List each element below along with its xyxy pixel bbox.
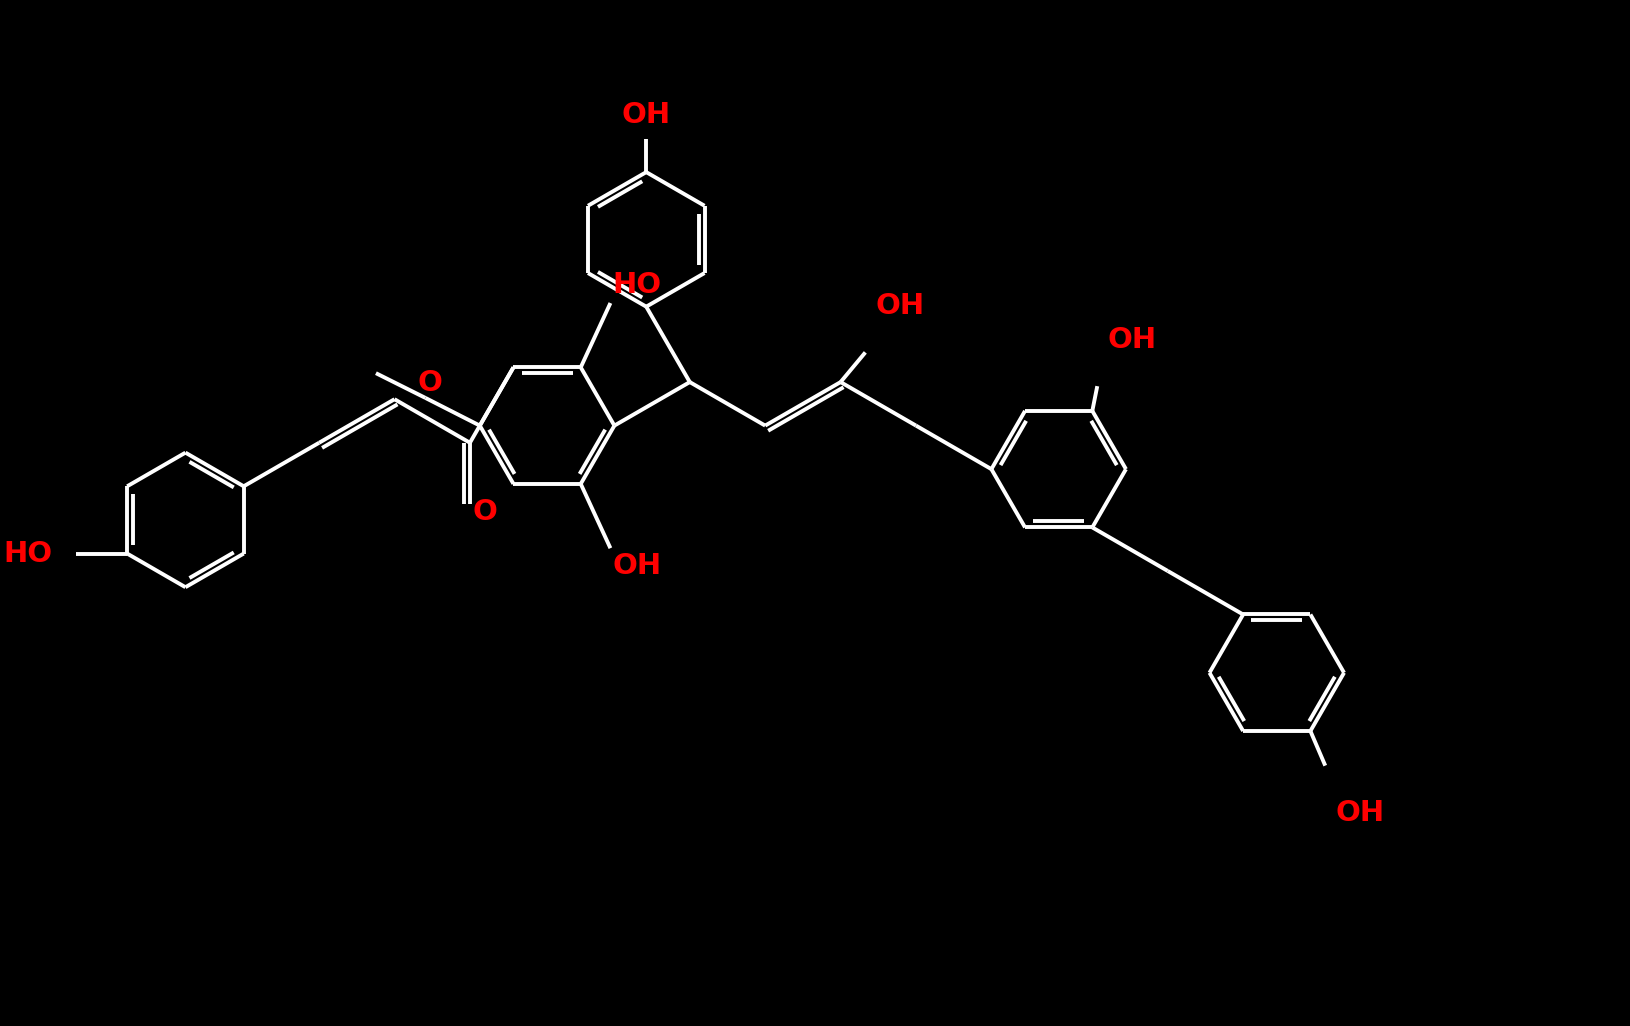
Text: OH: OH	[1335, 799, 1384, 827]
Text: OH: OH	[875, 291, 924, 320]
Text: OH: OH	[613, 552, 662, 580]
Text: OH: OH	[1107, 325, 1156, 354]
Text: HO: HO	[3, 540, 52, 567]
Text: HO: HO	[613, 271, 662, 300]
Text: O: O	[417, 369, 443, 397]
Text: OH: OH	[621, 101, 672, 128]
Text: O: O	[473, 498, 497, 525]
